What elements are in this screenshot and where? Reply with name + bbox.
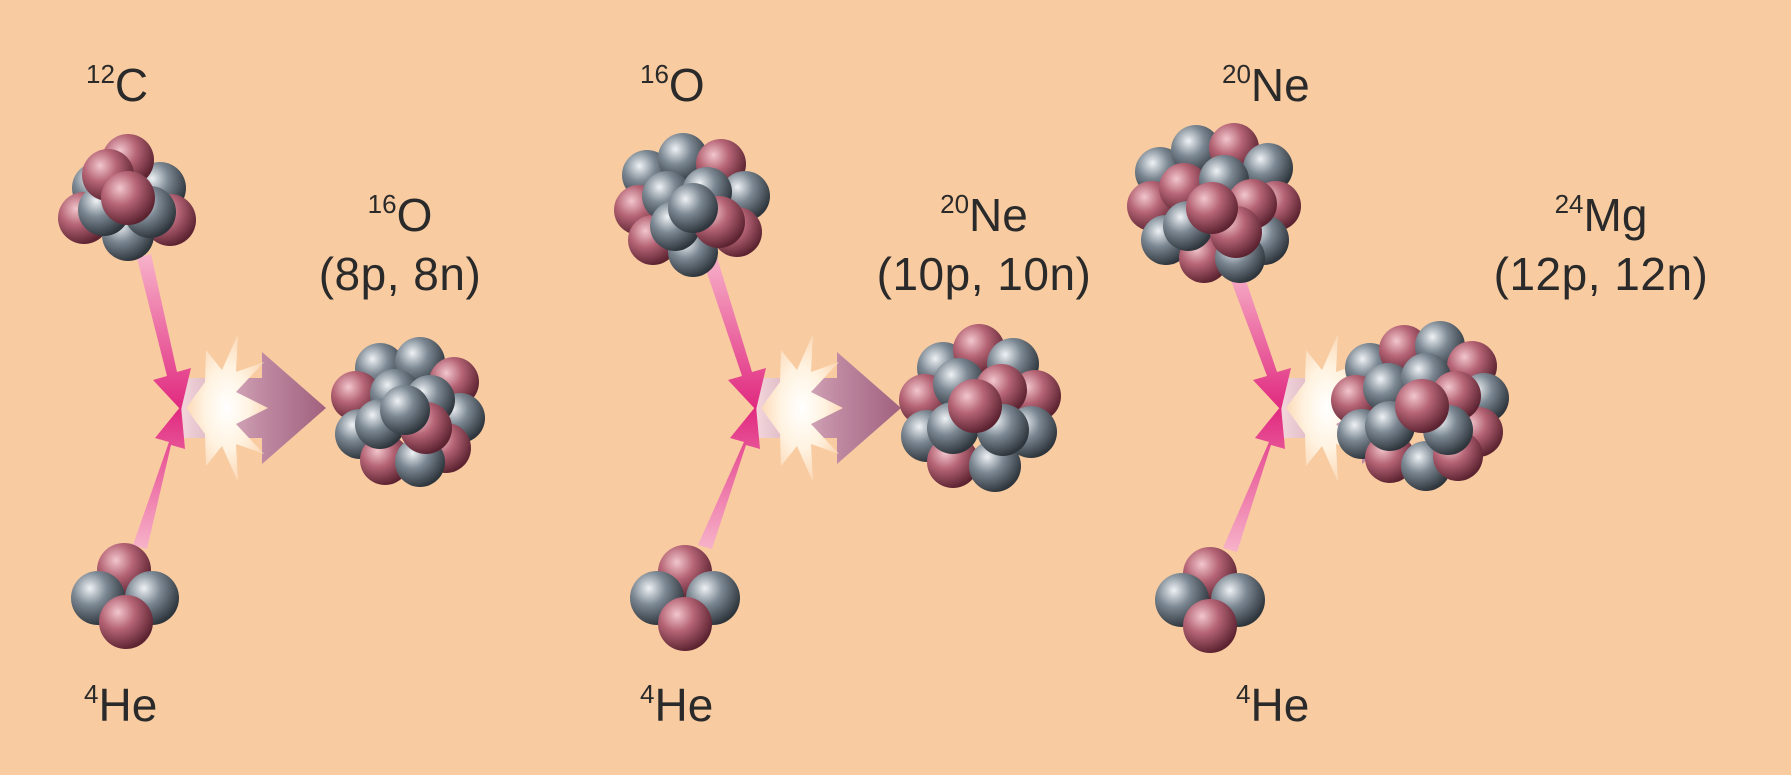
reaction-arrow-up xyxy=(1223,406,1285,552)
element-symbol: He xyxy=(654,679,714,731)
mass-number: 16 xyxy=(367,189,397,219)
label-reactant-bottom-3: 4He xyxy=(1236,679,1310,731)
label-reactant-top-2: 16O xyxy=(640,59,705,111)
label-product-3: 24Mg (12p, 12n) xyxy=(1493,189,1709,300)
neon-20-nucleus xyxy=(1127,123,1301,283)
element-symbol: He xyxy=(1250,679,1310,731)
label-product-2: 20Ne (10p, 10n) xyxy=(876,189,1092,300)
mass-number: 20 xyxy=(940,189,970,219)
label-reactant-bottom-2: 4He xyxy=(640,679,714,731)
mass-number: 4 xyxy=(640,679,655,709)
element-symbol: Ne xyxy=(969,189,1028,241)
helium-4-nucleus xyxy=(630,545,740,651)
nucleon-composition: (8p, 8n) xyxy=(318,248,482,300)
mass-number: 12 xyxy=(86,59,115,89)
label-reactant-top-3: 20Ne xyxy=(1222,59,1310,111)
reaction-arrow-down xyxy=(1227,266,1291,410)
nucleon-composition: (12p, 12n) xyxy=(1493,248,1709,300)
mass-number: 20 xyxy=(1222,59,1251,89)
mass-number: 24 xyxy=(1554,189,1584,219)
reaction-3 xyxy=(1127,123,1509,653)
helium-4-nucleus xyxy=(1155,547,1265,653)
helium-4-nucleus xyxy=(71,543,179,649)
element-symbol: C xyxy=(114,59,149,111)
element-symbol: O xyxy=(668,59,705,111)
neon-20-nucleus xyxy=(899,324,1061,492)
element-symbol: Ne xyxy=(1250,59,1310,111)
fusion-flash xyxy=(761,334,843,482)
nucleon-composition: (10p, 10n) xyxy=(876,248,1092,300)
oxygen-16-nucleus xyxy=(614,133,770,277)
label-reactant-bottom-1: 4He xyxy=(84,679,158,731)
oxygen-16-nucleus xyxy=(331,337,485,487)
element-symbol: Mg xyxy=(1583,189,1648,241)
fusion-flash xyxy=(186,334,268,482)
element-symbol: O xyxy=(396,189,433,241)
reaction-arrow-down xyxy=(137,254,191,410)
mass-number: 16 xyxy=(640,59,669,89)
reaction-1 xyxy=(58,134,485,649)
element-symbol: He xyxy=(98,679,158,731)
reaction-arrow-up xyxy=(133,406,185,549)
reaction-arrow-up xyxy=(698,406,760,549)
label-reactant-top-1: 12C xyxy=(86,59,149,111)
magnesium-24-nucleus xyxy=(1331,321,1509,491)
mass-number: 4 xyxy=(84,679,99,709)
mass-number: 4 xyxy=(1236,679,1251,709)
reaction-2 xyxy=(614,133,1061,651)
carbon-12-nucleus xyxy=(58,134,196,261)
label-product-1: 16O (8p, 8n) xyxy=(318,189,482,300)
reaction-arrow-down xyxy=(702,254,766,410)
